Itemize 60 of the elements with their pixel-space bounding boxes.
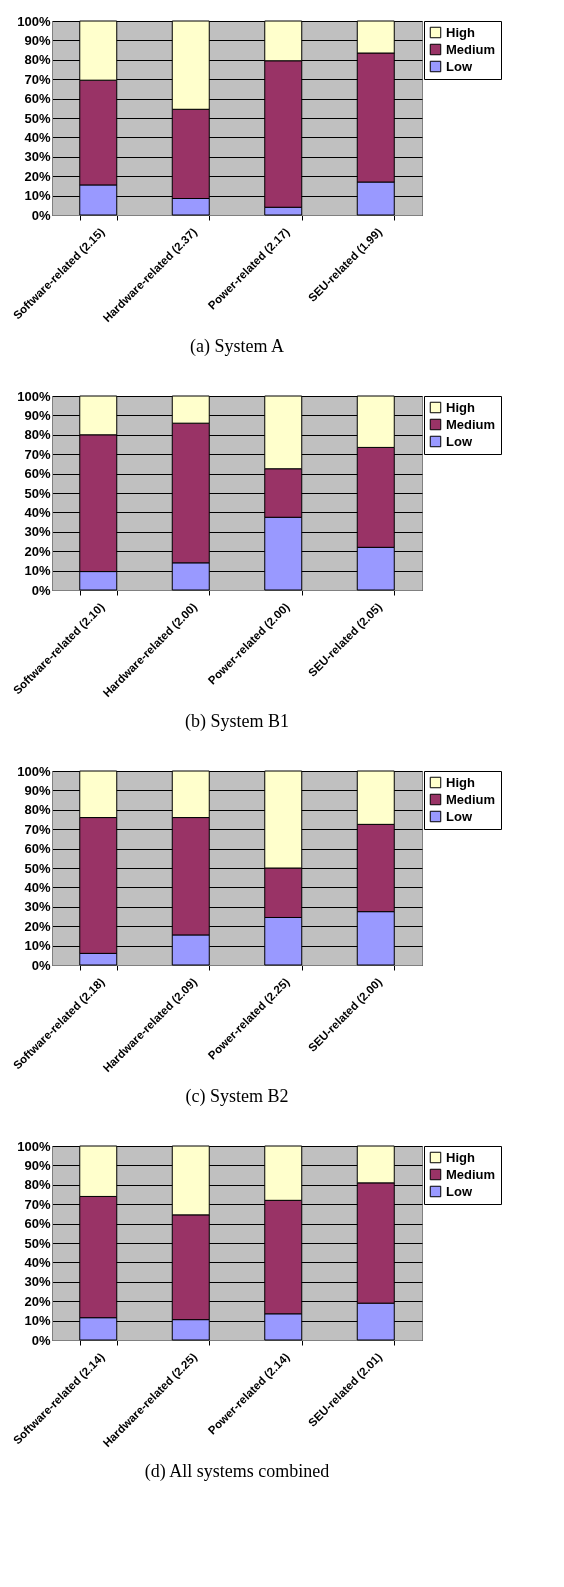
y-tick-label: 40% (24, 504, 51, 520)
y-tick-label: 40% (24, 1254, 51, 1270)
y-tick-label: 70% (24, 821, 51, 837)
y-tick-label: 50% (24, 485, 51, 501)
y-tick-label: 60% (24, 91, 51, 107)
y-tick-label: 20% (24, 168, 51, 184)
y-tick-label: 20% (24, 918, 51, 934)
y-tick-label: 50% (24, 110, 51, 126)
y-tick-label: 0% (31, 582, 51, 598)
y-tick-label: 90% (24, 1157, 51, 1173)
y-tick-label: 0% (31, 957, 51, 973)
y-tick-label: 100% (17, 13, 51, 29)
legend-label: Medium (446, 416, 496, 432)
y-tick-label: 100% (17, 763, 51, 779)
y-tick-label: 10% (24, 188, 51, 204)
y-tick-label: 20% (24, 543, 51, 559)
y-tick-label: 50% (24, 860, 51, 876)
y-tick-label: 0% (31, 207, 51, 223)
legend-label: Low (446, 1183, 473, 1199)
y-tick-label: 80% (24, 802, 51, 818)
y-tick-label: 80% (24, 52, 51, 68)
legend-label: High (446, 1149, 475, 1165)
y-tick-label: 80% (24, 1177, 51, 1193)
y-tick-label: 0% (31, 1332, 51, 1348)
legend-label: High (446, 24, 475, 40)
y-tick-label: 70% (24, 1196, 51, 1212)
text: (b) System B1 (184, 711, 290, 733)
y-tick-label: 60% (24, 1216, 51, 1232)
legend-label: Low (446, 58, 473, 74)
y-tick-label: 10% (24, 563, 51, 579)
legend-label: Medium (446, 791, 496, 807)
y-tick-label: 10% (24, 938, 51, 954)
legend-label: Low (446, 433, 473, 449)
y-tick-label: 60% (24, 466, 51, 482)
y-tick-label: 90% (24, 407, 51, 423)
y-tick-label: 20% (24, 1293, 51, 1309)
legend-label: Medium (446, 1166, 496, 1182)
y-tick-label: 30% (24, 1274, 51, 1290)
y-tick-label: 70% (24, 446, 51, 462)
y-tick-label: 60% (24, 841, 51, 857)
text: (c) System B2 (185, 1086, 289, 1108)
y-tick-label: 30% (24, 524, 51, 540)
y-tick-label: 100% (17, 1138, 51, 1154)
y-tick-label: 40% (24, 879, 51, 895)
y-tick-label: 30% (24, 149, 51, 165)
y-tick-label: 80% (24, 427, 51, 443)
y-tick-label: 50% (24, 1235, 51, 1251)
legend-label: High (446, 774, 475, 790)
legend-label: Low (446, 808, 473, 824)
legend-label: Medium (446, 41, 496, 57)
y-tick-label: 90% (24, 782, 51, 798)
y-tick-label: 100% (17, 388, 51, 404)
y-tick-label: 10% (24, 1313, 51, 1329)
y-tick-label: 90% (24, 32, 51, 48)
y-tick-label: 70% (24, 71, 51, 87)
y-tick-label: 40% (24, 129, 51, 145)
text: (d) All systems combined (144, 1461, 330, 1483)
text: (a) System A (190, 336, 284, 358)
legend-label: High (446, 399, 475, 415)
y-tick-label: 30% (24, 899, 51, 915)
